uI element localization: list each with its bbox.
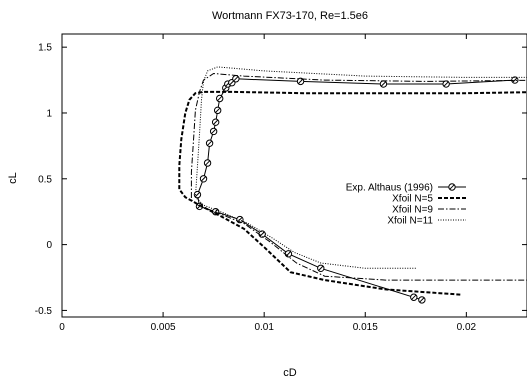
data-point [203, 159, 212, 167]
y-axis-label: cL [7, 172, 19, 184]
x-tick-label: 0 [59, 322, 65, 333]
legend-label: Exp. Althaus (1996) [346, 183, 433, 194]
y-tick-label: 1 [46, 108, 52, 119]
x-tick-label: 0.02 [457, 322, 477, 333]
data-point [199, 175, 208, 183]
y-tick-label: 0 [46, 240, 52, 251]
y-tick-label: 1.5 [38, 43, 52, 54]
data-point [418, 296, 426, 304]
plot-area [178, 66, 527, 304]
plot-frame [61, 33, 527, 318]
axis-ticks: 0 0.005 0.01 0.015 0.02 -0.5 0 0.5 1 1.5 [35, 34, 527, 333]
legend-label: Xfoil N=9 [392, 205, 433, 216]
series-line-xfoil-n-11 [194, 66, 527, 269]
data-point [213, 106, 222, 115]
x-tick-label: 0.01 [254, 322, 274, 333]
x-axis-label: cD [283, 367, 297, 378]
data-point [284, 250, 293, 258]
legend-label: Xfoil N=5 [392, 194, 433, 205]
data-point [317, 264, 325, 272]
series-line-exp-althaus-1996 [196, 78, 515, 301]
x-tick-label: 0.015 [353, 322, 378, 333]
data-point [442, 80, 450, 88]
series-line-xfoil-n-5 [178, 90, 527, 296]
x-tick-label: 0.005 [151, 322, 176, 333]
data-point [215, 94, 224, 103]
data-point [410, 293, 418, 301]
data-point [232, 75, 240, 83]
data-point [511, 76, 519, 84]
y-tick-label: 0.5 [38, 174, 52, 185]
chart-title: Wortmann FX73-170, Re=1.5e6 [212, 10, 368, 22]
data-point [205, 139, 214, 147]
series-line-xfoil-n-9 [190, 72, 527, 281]
data-point [209, 127, 218, 136]
data-point [258, 230, 266, 238]
legend-label: Xfoil N=11 [387, 216, 433, 227]
data-point [296, 77, 305, 86]
y-tick-label: -0.5 [35, 306, 53, 317]
data-point [193, 190, 202, 199]
data-point [379, 80, 388, 88]
data-point [211, 118, 220, 126]
